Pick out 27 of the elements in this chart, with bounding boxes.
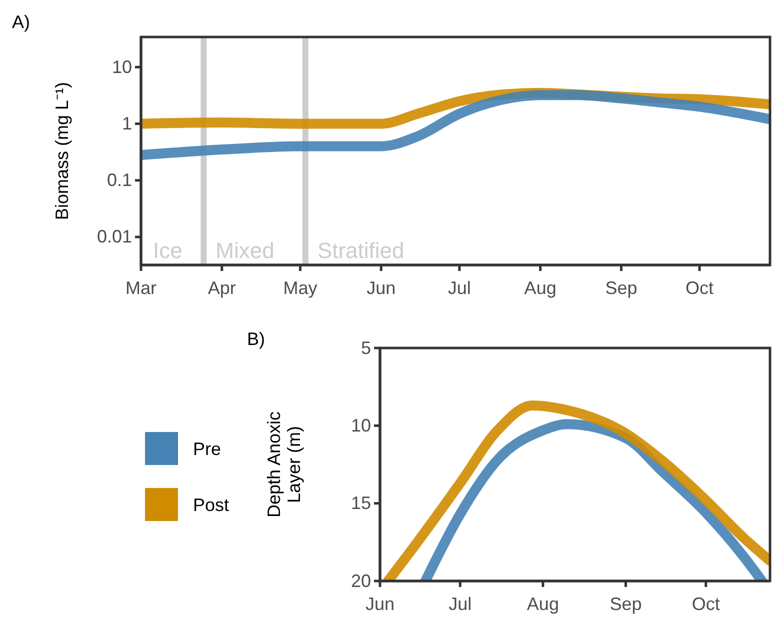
- legend-label: Post: [193, 495, 230, 515]
- x-tick-label: Jun: [366, 278, 396, 298]
- y-tick-label: 15: [350, 493, 371, 514]
- x-tick-label: Mar: [126, 278, 157, 298]
- x-tick-label: May: [283, 278, 318, 298]
- x-tick-label: Sep: [605, 278, 638, 298]
- x-tick-label: Oct: [692, 594, 720, 614]
- y-tick-label: 10: [350, 415, 371, 436]
- x-tick-label: Sep: [610, 594, 642, 614]
- x-tick-label: Aug: [524, 278, 556, 298]
- x-tick-label: Oct: [686, 278, 714, 298]
- x-tick-label: Aug: [526, 594, 559, 614]
- y-tick-label: 20: [350, 570, 371, 591]
- y-axis-title: Biomass (mg L⁻¹): [52, 82, 72, 220]
- y-tick-label: 1: [122, 113, 132, 134]
- legend-label: Pre: [193, 439, 222, 459]
- x-tick-label: Jun: [365, 594, 395, 614]
- x-tick-label: Jul: [448, 594, 472, 614]
- y-tick-label: 5: [360, 338, 371, 358]
- chart-title: A): [12, 12, 30, 32]
- y-tick-label: 10: [112, 56, 132, 77]
- x-tick-label: Apr: [208, 278, 236, 298]
- y-tick-label: 0.01: [96, 226, 132, 247]
- y-axis-title: Depth Anoxic Layer (m): [264, 411, 304, 518]
- y-tick-label: 0.1: [106, 170, 132, 190]
- x-tick-label: Jul: [448, 278, 471, 298]
- chart-title: B): [247, 329, 265, 349]
